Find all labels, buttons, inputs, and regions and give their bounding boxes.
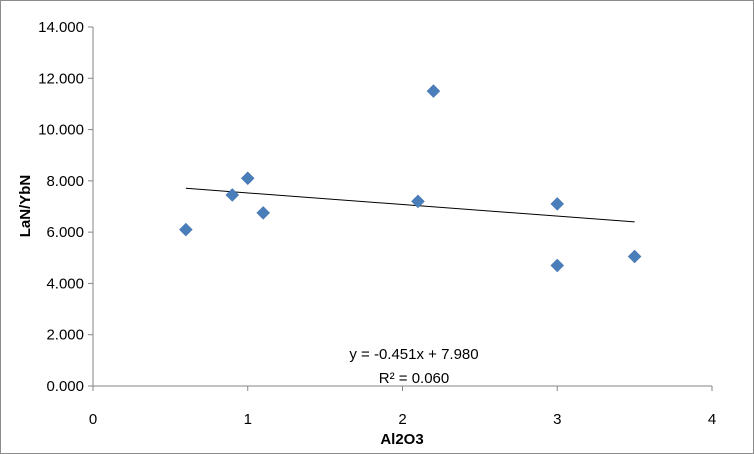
- x-axis-ticks: 0 1 2 3 4: [89, 386, 716, 428]
- data-point: [550, 197, 565, 211]
- data-point: [627, 249, 642, 264]
- trendline-equation: y = -0.451x + 7.980: [349, 346, 478, 363]
- axes: [92, 27, 712, 387]
- y-tick-label: 8.000: [46, 173, 84, 190]
- y-axis-title: LaN/YbN: [17, 175, 34, 238]
- y-tick-label: 14.000: [38, 19, 84, 36]
- x-tick-label: 0: [89, 411, 97, 428]
- y-tick-label: 10.000: [38, 122, 84, 139]
- x-tick-label: 4: [708, 411, 716, 428]
- trendline: [185, 187, 635, 223]
- y-tick-label: 6.000: [46, 224, 84, 241]
- data-point: [550, 258, 565, 273]
- y-tick-label: 2.000: [46, 327, 84, 344]
- data-points: [178, 84, 642, 273]
- data-point: [411, 194, 425, 209]
- data-point: [240, 171, 255, 186]
- y-tick-label: 0.000: [46, 378, 84, 395]
- y-tick-label: 4.000: [46, 275, 84, 292]
- x-tick-label: 1: [244, 411, 252, 428]
- data-point: [426, 84, 441, 98]
- data-point: [178, 222, 193, 237]
- y-tick-label: 12.000: [38, 70, 84, 87]
- x-tick-label: 3: [553, 411, 561, 428]
- x-axis-title: Al2O3: [380, 431, 423, 448]
- data-point: [256, 206, 271, 220]
- trendline-r-squared: R² = 0.060: [379, 370, 449, 387]
- data-point: [225, 188, 240, 202]
- x-tick-label: 2: [398, 411, 406, 428]
- y-axis-ticks: 0.000 2.000 4.000 6.000 8.000 10.000 12.000 14.…: [38, 19, 93, 395]
